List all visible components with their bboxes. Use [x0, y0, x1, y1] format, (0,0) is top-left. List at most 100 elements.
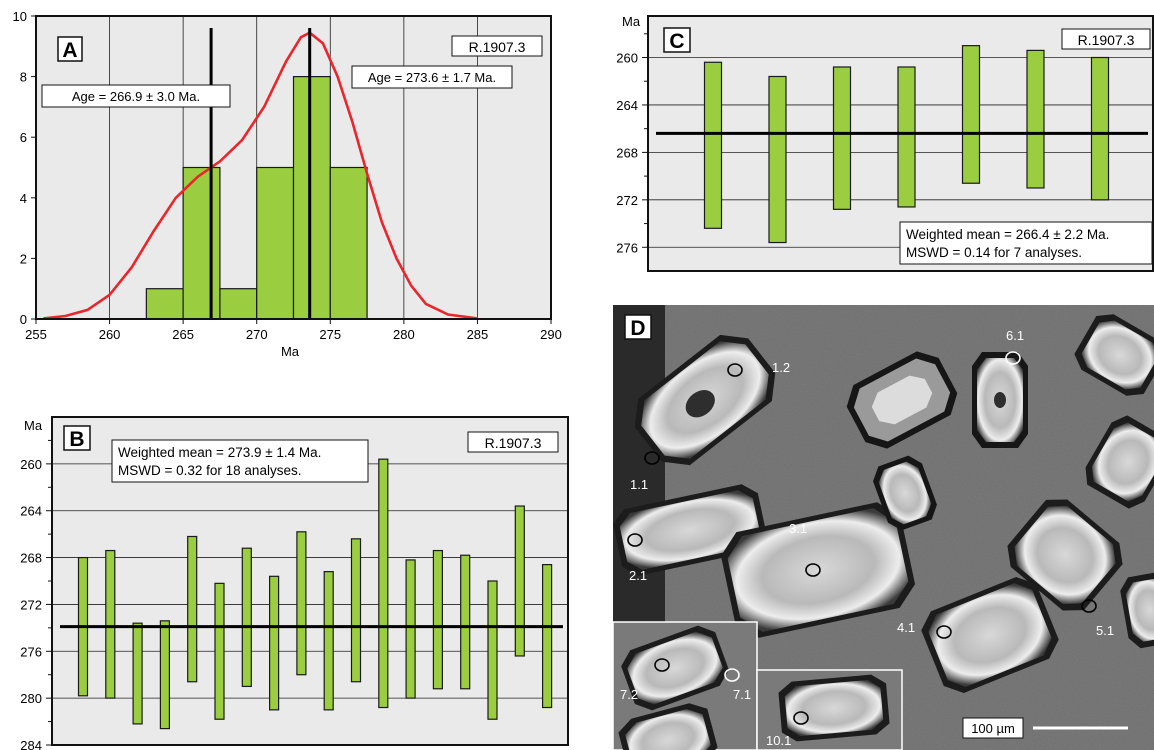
- histogram-bar: [182, 166, 221, 320]
- error-bar: [323, 571, 334, 711]
- zircon-crystal: [1120, 571, 1154, 649]
- panel-b: 260 264 268 272 276 280 284 Ma B R.1907.3 Weig…: [20, 416, 569, 750]
- spot-7-1: [724, 668, 740, 682]
- y-tick-label: 272: [616, 193, 638, 208]
- y-tick-label: 264: [616, 98, 638, 113]
- error-bar: [269, 575, 280, 711]
- spot-4-1: [936, 625, 952, 639]
- histogram-bar: [145, 288, 184, 320]
- error-bar: [378, 458, 389, 709]
- y-tick-label: 284: [20, 738, 42, 750]
- spot-10-1: [793, 711, 809, 725]
- y-tick-label: 4: [20, 191, 27, 206]
- y-tick-label: 260: [20, 457, 42, 472]
- error-bar: [460, 554, 471, 690]
- spot-labels: 1.1 1.2 2.1 3.1 4.1 5.1 6.1 7.1 7.2 10.1: [620, 328, 1114, 748]
- zircon-crystal: [720, 502, 916, 638]
- panel-c-stats-box: [899, 221, 1153, 265]
- panel-c-frame: [647, 15, 1154, 272]
- panel-a-age2-label: Age = 273.6 ± 1.7 Ma.: [368, 70, 496, 85]
- error-bar: [541, 563, 553, 709]
- zircon-crystal: [1085, 415, 1154, 509]
- cl-inset-left: [613, 621, 758, 750]
- zircon-crystal: [873, 455, 937, 531]
- panel-a-density-curve: [43, 31, 478, 320]
- panel-b-stats-line1: Weighted mean = 273.9 ± 1.4 Ma.: [118, 445, 321, 460]
- spot-1-1: [644, 451, 660, 465]
- x-tick-label: 255: [25, 327, 47, 342]
- spot-label: 5.1: [1096, 623, 1114, 638]
- zircon-crystal: [634, 334, 776, 466]
- zircon-crystals: [613, 314, 1154, 694]
- error-bar: [514, 505, 525, 657]
- y-tick-label: 276: [616, 240, 638, 255]
- panel-a-sample-label: R.1907.3: [469, 39, 526, 55]
- panel-b-letter-box: [63, 425, 91, 451]
- error-bar: [405, 559, 416, 699]
- x-tick-label: 260: [99, 327, 121, 342]
- spot-label: 7.2: [620, 687, 638, 702]
- spot-label: 1.1: [630, 477, 648, 492]
- panel-c-sample-label: R.1907.3: [1078, 32, 1135, 48]
- error-bar: [1090, 56, 1110, 201]
- x-tick-label: 285: [467, 327, 489, 342]
- panel-b-ticks: 260 264 268 272 276 280 284: [20, 439, 52, 750]
- cl-inset-right: [756, 669, 903, 750]
- y-tick-label: 276: [20, 644, 42, 659]
- y-tick-label: 0: [20, 312, 27, 327]
- spot-7-2: [654, 658, 670, 672]
- x-tick-label: 280: [393, 327, 415, 342]
- error-bar: [350, 538, 362, 683]
- spot-5-1: [1081, 599, 1097, 613]
- panel-c-y-axis-label: Ma: [622, 14, 641, 29]
- spot-label: 6.1: [1006, 328, 1024, 343]
- x-tick-label: 275: [319, 327, 341, 342]
- spot-label: 4.1: [897, 620, 915, 635]
- histogram-bar: [256, 166, 295, 320]
- panel-a-x-axis-label: Ma: [281, 344, 300, 359]
- panel-a-letter: A: [62, 39, 77, 62]
- panel-a-ticks: 255 260 265 270 275 280 285 290 0 2 4 6 8 10: [13, 9, 562, 342]
- zircon-crystal: [1074, 314, 1154, 396]
- zircon-crystal: [1007, 499, 1123, 611]
- error-bar: [432, 549, 443, 690]
- zircon-crystal: [921, 576, 1059, 694]
- panel-a-age1-label: Age = 266.9 ± 3.0 Ma.: [72, 89, 200, 104]
- panel-b-error-bars: [77, 458, 553, 730]
- panel-b-sample-box: [467, 431, 559, 453]
- y-tick-label: 264: [20, 504, 42, 519]
- error-bar: [105, 549, 116, 699]
- panel-d-cl-image: 1.1 1.2 2.1 3.1 4.1 5.1 6.1 7.1 7.2 10.1…: [613, 305, 1154, 750]
- error-bar: [159, 620, 170, 730]
- panel-a-age-lines: [209, 28, 312, 319]
- analysis-spots: [627, 351, 1097, 725]
- panel-c-error-bars: [703, 45, 1110, 244]
- zircon-crystal: [972, 352, 1028, 448]
- y-tick-label: 268: [20, 551, 42, 566]
- error-bar: [897, 66, 916, 208]
- error-bar: [241, 547, 252, 688]
- histogram-bar: [292, 75, 331, 320]
- histogram-bar: [329, 166, 368, 320]
- panel-a-sample-box: [451, 35, 543, 57]
- panel-d-letter: D: [630, 317, 645, 340]
- panel-b-letter: B: [69, 428, 84, 451]
- spot-2-1: [627, 533, 643, 547]
- panel-a: 255 260 265 270 275 280 285 290 0 2 4 6 8 10 A R.1907…: [13, 9, 562, 359]
- panel-a-age1-box: [41, 84, 231, 108]
- error-bar: [296, 531, 307, 676]
- y-tick-label: 280: [20, 691, 42, 706]
- panel-b-stats-line2: MSWD = 0.32 for 18 analyses.: [118, 463, 301, 478]
- error-bar: [214, 582, 225, 720]
- panel-a-letter-box: [57, 36, 83, 62]
- y-tick-label: 2: [20, 251, 27, 266]
- panel-b-sample-label: R.1907.3: [485, 435, 542, 451]
- y-tick-label: 6: [20, 130, 27, 145]
- spot-label: 3.1: [789, 521, 807, 536]
- spot-3-1: [805, 563, 821, 577]
- panel-c-stats-line2: MSWD = 0.14 for 7 analyses.: [906, 245, 1082, 260]
- y-tick-label: 272: [20, 597, 42, 612]
- spot-label: 7.1: [733, 687, 751, 702]
- error-bar: [187, 535, 198, 683]
- panel-c-ticks: 260 264 268 272 276: [616, 33, 648, 255]
